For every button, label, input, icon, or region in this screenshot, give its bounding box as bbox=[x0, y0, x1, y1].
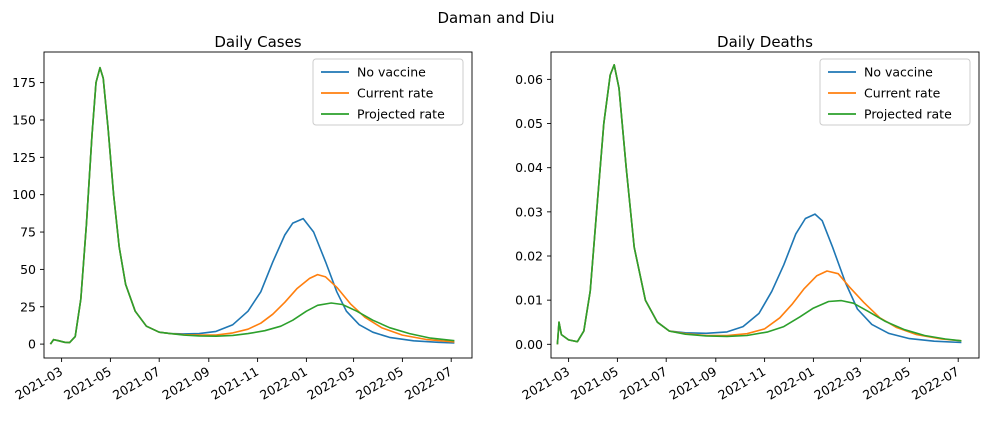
x-tick-label: 2021-09 bbox=[667, 364, 720, 403]
x-tick-label: 2022-05 bbox=[860, 364, 913, 403]
x-tick-label: 2021-07 bbox=[617, 364, 670, 403]
daily-cases-panel: Daily Cases02550751001251501752021-03202… bbox=[12, 33, 473, 403]
x-tick-label: 2022-01 bbox=[257, 364, 310, 403]
y-tick-label: 75 bbox=[20, 225, 36, 240]
y-tick-label: 25 bbox=[20, 299, 36, 314]
panel-title: Daily Cases bbox=[214, 33, 301, 51]
legend-label: Current rate bbox=[864, 86, 941, 101]
x-tick-label: 2021-11 bbox=[715, 364, 768, 403]
y-tick-label: 0.00 bbox=[515, 337, 543, 352]
x-tick-label: 2022-03 bbox=[304, 364, 357, 403]
legend: No vaccine Current rate Projected rate bbox=[819, 58, 971, 126]
daily-deaths-panel: Daily Deaths 0.00 0.01 0.02 0.03 0.04 0.05 0.06… bbox=[515, 33, 980, 403]
legend-label: No vaccine bbox=[864, 65, 933, 80]
x-tick-label: 2021-05 bbox=[61, 364, 114, 403]
panel-title: Daily Deaths bbox=[717, 33, 813, 51]
legend-box bbox=[312, 58, 464, 126]
legend-label: No vaccine bbox=[357, 65, 426, 80]
y-tick-label: 125 bbox=[12, 150, 36, 165]
legend: No vaccine Current rate Projected rate bbox=[312, 58, 464, 126]
legend-box bbox=[819, 58, 971, 126]
x-tick-label: 2022-01 bbox=[764, 364, 817, 403]
y-tick-label: 0.03 bbox=[515, 204, 543, 219]
x-tick-label: 2021-07 bbox=[110, 364, 163, 403]
x-tick-label: 2021-03 bbox=[12, 364, 65, 403]
y-tick-label: 100 bbox=[12, 187, 36, 202]
figure-suptitle: Daman and Diu bbox=[437, 9, 554, 27]
x-tick-label: 2022-07 bbox=[909, 364, 962, 403]
legend-label: Current rate bbox=[357, 86, 434, 101]
x-tick-label: 2022-03 bbox=[811, 364, 864, 403]
y-tick-label: 175 bbox=[12, 75, 36, 90]
y-tick-label: 0.01 bbox=[515, 293, 543, 308]
legend-label: Projected rate bbox=[357, 107, 445, 122]
x-tick-label: 2021-03 bbox=[519, 364, 572, 403]
y-tick-label: 0.04 bbox=[515, 160, 543, 175]
y-tick-label: 50 bbox=[20, 262, 36, 277]
x-tick-label: 2022-05 bbox=[353, 364, 406, 403]
y-tick-label: 0.02 bbox=[515, 249, 543, 264]
x-tick-label: 2021-11 bbox=[208, 364, 261, 403]
y-tick-label: 150 bbox=[12, 112, 36, 127]
y-tick-label: 0 bbox=[28, 337, 36, 352]
x-tick-label: 2022-07 bbox=[402, 364, 455, 403]
x-tick-label: 2021-05 bbox=[568, 364, 621, 403]
series-line-projected-rate bbox=[556, 64, 962, 345]
series-line-projected-rate bbox=[49, 66, 455, 345]
y-tick-label: 0.05 bbox=[515, 116, 543, 131]
y-tick-label: 0.06 bbox=[515, 72, 543, 87]
x-tick-label: 2021-09 bbox=[160, 364, 213, 403]
legend-label: Projected rate bbox=[864, 107, 952, 122]
